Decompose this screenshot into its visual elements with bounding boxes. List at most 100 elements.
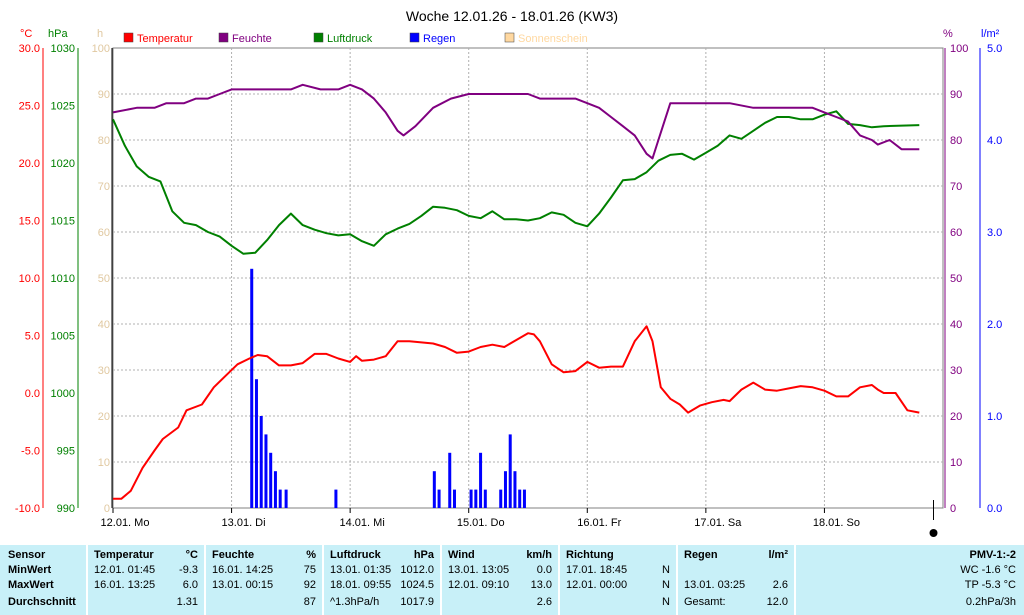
stats-bg-luftdruck [324, 545, 440, 615]
rain-bar [469, 489, 473, 508]
sun-tick-label: 30 [98, 365, 110, 377]
humidity-tick-label: 100 [950, 43, 968, 55]
x-tick-label: 17.01. Sa [694, 517, 742, 529]
legend-label: Temperatur [137, 33, 193, 45]
rain-bar [503, 471, 507, 508]
x-tick-label: 14.01. Mi [340, 517, 385, 529]
rain-bar [499, 489, 503, 508]
temp-tick-label: 30.0 [19, 43, 40, 55]
luftdruck-avg-value: 1017.9 [400, 596, 434, 608]
x-tick-label: 16.01. Fr [577, 517, 621, 529]
rain-tick-label: 0.0 [987, 503, 1002, 515]
rain-bar [334, 489, 338, 508]
sun-tick-label: 100 [92, 43, 110, 55]
series-line-temperatur [113, 325, 920, 500]
temperatur-max-value: 6.0 [182, 579, 198, 591]
legend-label: Feuchte [232, 33, 272, 45]
richtung-max-value: N [662, 579, 670, 591]
richtung-min-value: N [662, 564, 670, 576]
x-tick-label: 15.01. Do [457, 517, 505, 529]
pressure-tick-label: 1015 [51, 216, 75, 228]
luftdruck-header: Luftdruck [330, 549, 381, 561]
luftdruck-min-value: 1012.0 [400, 564, 434, 576]
richtung-min-time: 17.01. 18:45 [566, 564, 628, 576]
feuchte-avg-value: 87 [303, 596, 316, 608]
regen-header: Regen [684, 549, 718, 561]
feuchte-min-value: 75 [303, 564, 316, 576]
humidity-tick-label: 0 [950, 503, 956, 515]
stats-bg-wind [442, 545, 558, 615]
x-axis-labels: 12.01. Mo 13.01. Di 14.01. Mi 15.01. Do 16.0… [101, 500, 938, 537]
rain-bar [264, 434, 268, 508]
temp-tick-label: 25.0 [19, 101, 40, 113]
feuchte-unit: % [306, 549, 316, 561]
legend-label: Regen [423, 33, 455, 45]
sun-tick-label: 70 [98, 181, 110, 193]
sensor-row-max: MaxWert [8, 579, 54, 591]
chart-title: Woche 12.01.26 - 18.01.26 (KW3) [406, 8, 618, 24]
stats-bg-regen [678, 545, 794, 615]
pressure-tick-label: 1030 [51, 43, 75, 55]
wind-max-value: 13.0 [530, 579, 552, 591]
sun-tick-label: 90 [98, 89, 110, 101]
luftdruck-min-time: 13.01. 01:35 [330, 564, 392, 576]
temp-tick-label: 20.0 [19, 158, 40, 170]
wind-min-value: 0.0 [536, 564, 552, 576]
rain-bars [250, 268, 526, 508]
sensor-header: Sensor [8, 549, 46, 561]
wind-max-time: 12.01. 09:10 [448, 579, 510, 591]
luftdruck-max-time: 18.01. 09:55 [330, 579, 392, 591]
rain-bar [479, 452, 483, 508]
humidity-tick-label: 60 [950, 227, 962, 239]
rain-bar [269, 452, 273, 508]
regen-max-value: 2.6 [772, 579, 788, 591]
temp-tick-label: -10.0 [15, 503, 40, 515]
temp-tick-label: 15.0 [19, 216, 40, 228]
humidity-tick-label: 20 [950, 411, 962, 423]
rain-bar [273, 471, 277, 508]
rain-bar [522, 489, 526, 508]
pressure-tick-label: 1020 [51, 158, 75, 170]
regen-total-label: Gesamt: [684, 596, 726, 608]
sun-tick-label: 10 [98, 457, 110, 469]
sun-tick-label: 20 [98, 411, 110, 423]
pmv-dewpoint: TP -5.3 °C [964, 579, 1016, 591]
pressure-unit-label: hPa [48, 28, 68, 40]
sun-tick-label: 50 [98, 273, 110, 285]
pressure-tick-label: 1025 [51, 101, 75, 113]
rain-bar [250, 268, 254, 508]
rain-tick-label: 4.0 [987, 135, 1002, 147]
legend-swatch [504, 32, 515, 43]
feuchte-max-value: 92 [303, 579, 316, 591]
rain-unit-label: l/m² [981, 28, 1000, 40]
rain-bar [448, 452, 452, 508]
rain-bar [518, 489, 522, 508]
stats-bg-richtung [560, 545, 676, 615]
x-tick-label: 12.01. Mo [101, 517, 150, 529]
legend-swatch [313, 32, 324, 43]
temp-unit-label: °C [20, 28, 32, 40]
regen-total-value: 12.0 [766, 596, 788, 608]
humidity-tick-label: 90 [950, 89, 962, 101]
rain-tick-label: 1.0 [987, 411, 1002, 423]
rain-bar [483, 489, 487, 508]
richtung-header: Richtung [566, 549, 614, 561]
pressure-tick-label: 1010 [51, 273, 75, 285]
rain-bar [452, 489, 456, 508]
sun-tick-label: 0 [104, 503, 110, 515]
legend-label: Luftdruck [327, 33, 373, 45]
sensor-row-avg: Durchschnitt [8, 596, 76, 608]
rain-bar [259, 416, 263, 508]
stats-bg-temperatur [88, 545, 204, 615]
series-line-feuchte [112, 83, 920, 160]
pressure-tick-label: 1005 [51, 331, 75, 343]
humidity-tick-label: 80 [950, 135, 962, 147]
legend-swatch [123, 32, 134, 43]
rain-bar [432, 471, 436, 508]
pmv-windchill: WC -1.6 °C [960, 564, 1016, 576]
temperatur-max-time: 16.01. 13:25 [94, 579, 156, 591]
feuchte-max-time: 13.01. 00:15 [212, 579, 274, 591]
richtung-avg-value: N [662, 596, 670, 608]
sun-tick-label: 60 [98, 227, 110, 239]
rain-bar [437, 489, 441, 508]
